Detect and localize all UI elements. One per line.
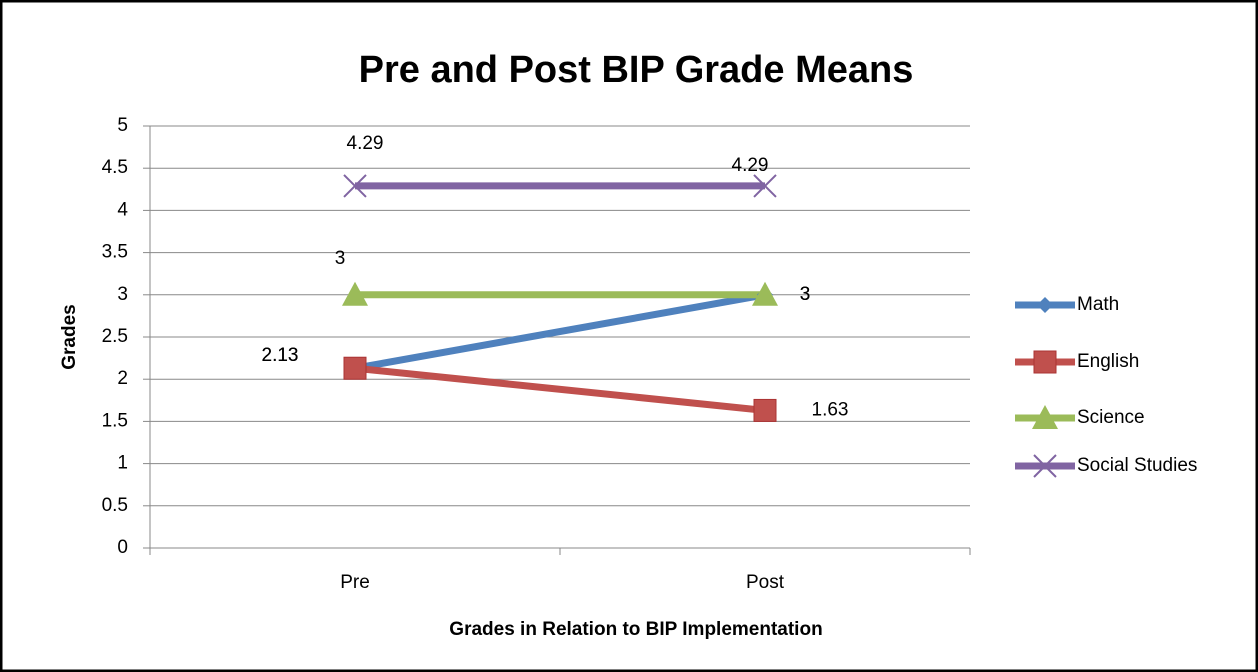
y-tick-label: 5: [117, 115, 128, 136]
y-tick-label: 0: [117, 537, 128, 558]
data-label: 3: [800, 284, 811, 305]
y-tick-label: 4: [117, 199, 128, 220]
data-label: 3: [335, 248, 346, 269]
x-tick-label: Pre: [340, 572, 370, 593]
data-label: 4.29: [347, 133, 384, 154]
legend-label: Science: [1077, 407, 1145, 428]
data-label: 1.63: [812, 399, 849, 420]
y-tick-label: 3: [117, 284, 128, 305]
marker: [1037, 297, 1053, 313]
data-label: 2.13: [262, 345, 299, 366]
y-tick-label: 3.5: [102, 242, 128, 263]
legend-label: Social Studies: [1077, 455, 1197, 476]
marker: [1032, 405, 1058, 429]
y-tick-label: 0.5: [102, 495, 128, 516]
y-tick-label: 1.5: [102, 410, 128, 431]
marker: [343, 356, 367, 380]
legend-label: Math: [1077, 294, 1119, 315]
chart-title: Pre and Post BIP Grade Means: [359, 49, 914, 91]
y-tick-label: 2.5: [102, 326, 128, 347]
data-label: 3: [800, 284, 811, 305]
y-axis-title: Grades: [59, 304, 80, 369]
legend-label: English: [1077, 351, 1139, 372]
y-tick-label: 1: [117, 453, 128, 474]
series-line: [354, 364, 766, 414]
marker: [1033, 350, 1057, 374]
marker: [753, 174, 777, 198]
series-line: [354, 291, 766, 372]
marker: [342, 281, 368, 306]
y-tick-label: 2: [117, 368, 128, 389]
marker: [343, 174, 367, 198]
data-label: 2.13: [262, 345, 299, 366]
marker: [753, 398, 777, 422]
data-label: 4.29: [732, 155, 769, 176]
x-tick-label: Post: [746, 572, 785, 593]
y-tick-label: 4.5: [102, 157, 128, 178]
x-axis-title: Grades in Relation to BIP Implementation: [449, 619, 822, 640]
marker: [1033, 454, 1057, 478]
marker: [752, 281, 778, 306]
